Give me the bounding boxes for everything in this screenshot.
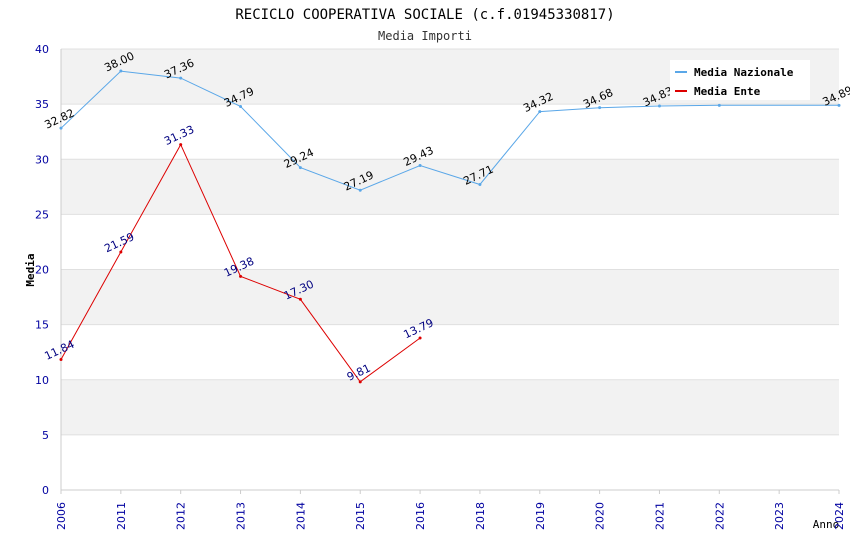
y-tick-label: 20: [35, 264, 49, 277]
x-tick-label: 2022: [713, 502, 726, 530]
data-point: [358, 380, 362, 384]
y-tick-label: 25: [35, 208, 49, 221]
y-tick-label: 35: [35, 98, 49, 111]
x-tick-label: 2021: [653, 502, 666, 530]
plot-band: [61, 159, 839, 215]
data-point: [119, 250, 123, 254]
data-point: [478, 182, 482, 186]
data-point: [717, 103, 721, 107]
x-tick-label: 2013: [235, 502, 248, 530]
x-tick-label: 2018: [474, 502, 487, 530]
plot-band: [61, 269, 839, 325]
chart-subtitle: Media Importi: [378, 29, 472, 43]
data-point: [119, 69, 123, 73]
plot-band: [61, 104, 839, 160]
data-point: [59, 126, 63, 130]
data-point: [298, 166, 302, 170]
y-tick-label: 30: [35, 153, 49, 166]
x-tick-label: 2006: [55, 502, 68, 530]
data-point: [657, 104, 661, 108]
legend-box: [670, 60, 810, 100]
x-tick-label: 2014: [294, 502, 307, 530]
plot-band: [61, 214, 839, 270]
data-point: [538, 110, 542, 114]
x-tick-label: 2015: [354, 502, 367, 530]
data-point: [598, 106, 602, 110]
y-tick-label: 5: [42, 429, 49, 442]
plot-band: [61, 324, 839, 380]
data-point: [239, 104, 243, 108]
y-axis-label: Media: [24, 253, 37, 286]
x-tick-label: 2016: [414, 502, 427, 530]
data-point: [418, 164, 422, 168]
x-tick-label: 2012: [175, 502, 188, 530]
data-point: [837, 103, 841, 107]
data-point: [239, 274, 243, 278]
y-tick-label: 10: [35, 374, 49, 387]
y-tick-label: 15: [35, 319, 49, 332]
data-point: [418, 336, 422, 340]
data-point: [298, 297, 302, 301]
data-point: [179, 76, 183, 80]
x-tick-label: 2019: [534, 502, 547, 530]
legend: Media Nazionale Media Ente: [670, 60, 810, 100]
plot-band: [61, 379, 839, 435]
legend-entry: Media Ente: [694, 85, 761, 98]
axes: 0 5 10 15 20 25 30 35 40 2006 2011 2012 2013 2014 2015…: [35, 43, 846, 530]
y-tick-label: 0: [42, 484, 49, 497]
data-point: [358, 188, 362, 192]
x-tick-label: 2011: [115, 502, 128, 530]
plot-band: [61, 434, 839, 490]
data-point: [59, 357, 63, 361]
legend-entry: Media Nazionale: [694, 66, 794, 79]
x-tick-label: 2020: [594, 502, 607, 530]
data-point: [179, 143, 183, 147]
chart-title: RECICLO COOPERATIVA SOCIALE (c.f.0194533…: [235, 7, 614, 23]
x-tick-label: 2024: [833, 502, 846, 530]
plot-bands: [61, 48, 839, 491]
x-tick-label: 2023: [773, 502, 786, 530]
x-axis-label: Anno: [813, 518, 840, 531]
y-tick-label: 40: [35, 43, 49, 56]
